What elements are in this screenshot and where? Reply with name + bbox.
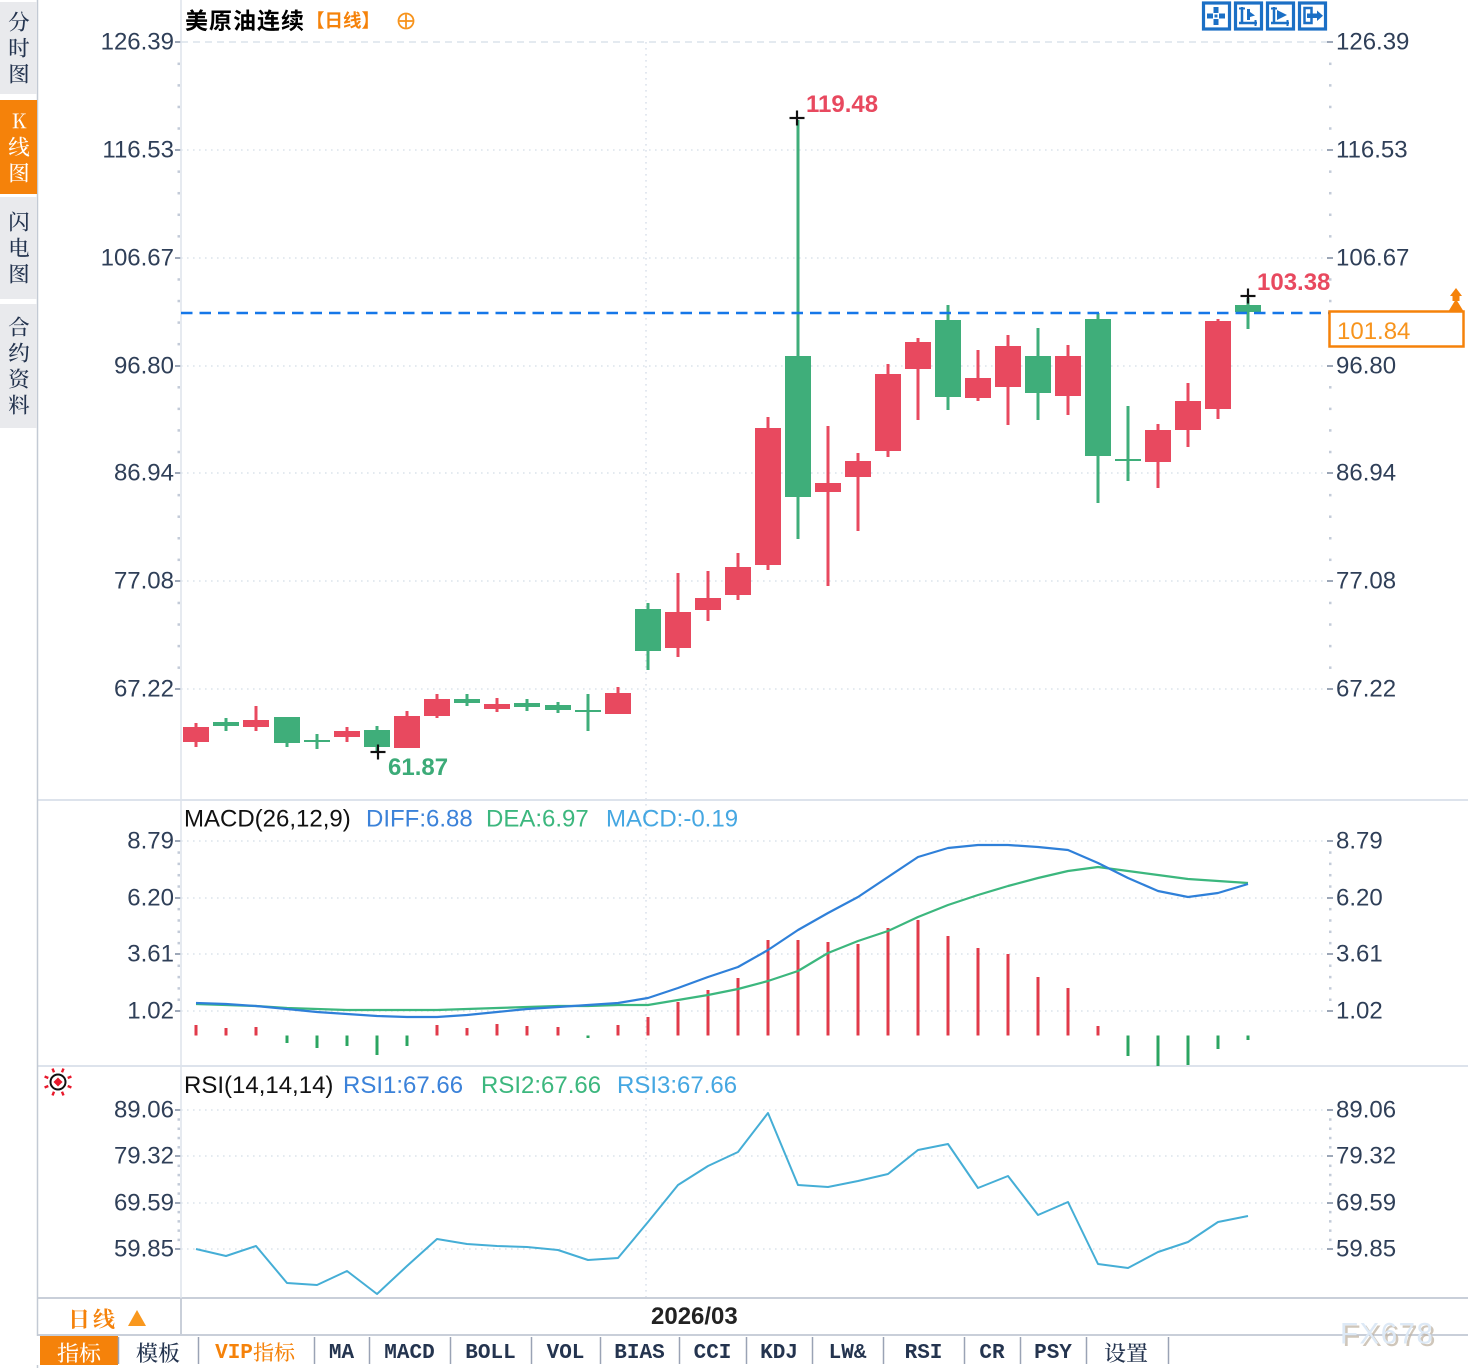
svg-text:RSI2:67.66: RSI2:67.66 xyxy=(481,1072,601,1099)
svg-text:8.79: 8.79 xyxy=(1336,828,1383,855)
svg-text:RSI1:67.66: RSI1:67.66 xyxy=(343,1072,463,1099)
svg-text:BIAS: BIAS xyxy=(614,1342,664,1365)
svg-text:VIP: VIP xyxy=(215,1342,253,1365)
svg-text:DEA:6.97: DEA:6.97 xyxy=(486,806,589,833)
svg-text:BOLL: BOLL xyxy=(465,1342,515,1365)
svg-text:119.48: 119.48 xyxy=(806,91,878,118)
svg-text:86.94: 86.94 xyxy=(1336,460,1396,487)
svg-text:8.79: 8.79 xyxy=(127,828,174,855)
svg-text:FX678: FX678 xyxy=(1343,1320,1437,1353)
svg-text:67.22: 67.22 xyxy=(1336,676,1396,703)
svg-text:CR: CR xyxy=(979,1342,1005,1365)
svg-text:96.80: 96.80 xyxy=(1336,353,1396,380)
svg-text:126.39: 126.39 xyxy=(101,29,174,56)
svg-text:77.08: 77.08 xyxy=(1336,568,1396,595)
svg-text:LW&: LW& xyxy=(829,1342,867,1365)
svg-text:MACD: MACD xyxy=(384,1342,434,1365)
svg-text:86.94: 86.94 xyxy=(114,460,174,487)
svg-text:61.87: 61.87 xyxy=(388,754,448,781)
svg-text:RSI3:67.66: RSI3:67.66 xyxy=(617,1072,737,1099)
svg-text:6.20: 6.20 xyxy=(127,885,174,912)
svg-text:106.67: 106.67 xyxy=(1336,245,1409,272)
svg-text:3.61: 3.61 xyxy=(1336,941,1383,968)
svg-text:KDJ: KDJ xyxy=(760,1342,798,1365)
svg-text:FX678: FX678 xyxy=(1340,1318,1434,1351)
svg-text:59.85: 59.85 xyxy=(1336,1236,1396,1263)
svg-text:103.38: 103.38 xyxy=(1257,269,1330,296)
svg-text:69.59: 69.59 xyxy=(114,1190,174,1217)
svg-text:116.53: 116.53 xyxy=(102,137,174,164)
svg-text:PSY: PSY xyxy=(1034,1342,1072,1365)
svg-text:116.53: 116.53 xyxy=(1336,137,1408,164)
svg-text:101.84: 101.84 xyxy=(1337,318,1410,345)
svg-text:79.32: 79.32 xyxy=(114,1143,174,1170)
svg-text:59.85: 59.85 xyxy=(114,1236,174,1263)
svg-text:3.61: 3.61 xyxy=(127,941,174,968)
svg-text:1.02: 1.02 xyxy=(127,998,174,1025)
svg-text:69.59: 69.59 xyxy=(1336,1190,1396,1217)
svg-text:77.08: 77.08 xyxy=(114,568,174,595)
svg-text:79.32: 79.32 xyxy=(1336,1143,1396,1170)
svg-text:6.20: 6.20 xyxy=(1336,885,1383,912)
svg-text:RSI(14,14,14): RSI(14,14,14) xyxy=(184,1072,333,1099)
svg-text:1.02: 1.02 xyxy=(1336,998,1383,1025)
svg-text:RSI: RSI xyxy=(905,1342,943,1365)
svg-text:MACD:-0.19: MACD:-0.19 xyxy=(606,806,738,833)
svg-text:DIFF:6.88: DIFF:6.88 xyxy=(366,806,473,833)
svg-text:VOL: VOL xyxy=(547,1342,585,1365)
svg-text:67.22: 67.22 xyxy=(114,676,174,703)
svg-text:126.39: 126.39 xyxy=(1336,29,1409,56)
svg-text:106.67: 106.67 xyxy=(101,245,174,272)
svg-text:89.06: 89.06 xyxy=(1336,1097,1396,1124)
svg-text:96.80: 96.80 xyxy=(114,353,174,380)
svg-text:MA: MA xyxy=(329,1342,355,1365)
svg-text:MACD(26,12,9): MACD(26,12,9) xyxy=(184,806,351,833)
svg-text:89.06: 89.06 xyxy=(114,1097,174,1124)
svg-text:CCI: CCI xyxy=(694,1342,732,1365)
svg-text:2026/03: 2026/03 xyxy=(651,1303,738,1330)
